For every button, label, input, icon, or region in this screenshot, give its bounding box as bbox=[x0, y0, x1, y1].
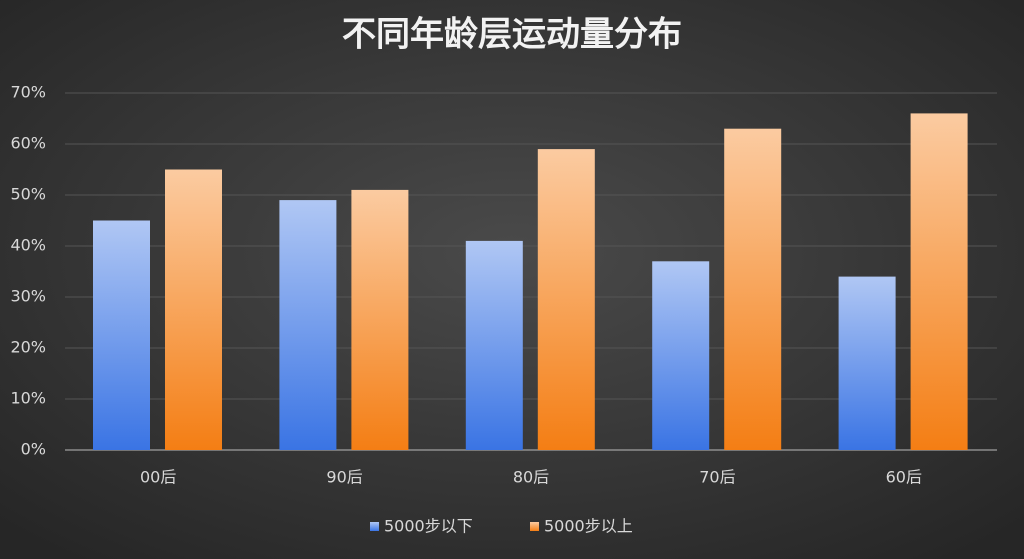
y-tick-label: 30% bbox=[10, 287, 46, 306]
y-tick-label: 0% bbox=[21, 440, 46, 459]
y-tick-label: 70% bbox=[10, 83, 46, 102]
bar bbox=[93, 220, 150, 450]
bar bbox=[537, 149, 595, 450]
x-tick-label: 00后 bbox=[140, 468, 176, 487]
bar bbox=[165, 169, 222, 450]
legend-label: 5000步以下 bbox=[384, 517, 473, 536]
y-tick-label: 60% bbox=[10, 134, 46, 153]
x-tick-label: 60后 bbox=[886, 468, 922, 487]
y-tick-label: 20% bbox=[10, 338, 46, 357]
bar bbox=[910, 113, 968, 451]
legend-swatch bbox=[370, 522, 379, 531]
bar bbox=[724, 128, 782, 450]
bar bbox=[652, 261, 710, 450]
x-tick-label: 90后 bbox=[326, 468, 362, 487]
legend-label: 5000步以上 bbox=[544, 517, 633, 536]
y-tick-label: 50% bbox=[10, 185, 46, 204]
chart-title: 不同年龄层运动量分布 bbox=[342, 15, 682, 55]
y-tick-label: 40% bbox=[10, 236, 46, 255]
bar bbox=[465, 240, 523, 450]
bar bbox=[279, 200, 337, 450]
bar bbox=[838, 276, 896, 450]
y-tick-label: 10% bbox=[10, 389, 46, 408]
legend-swatch bbox=[530, 522, 539, 531]
x-tick-label: 80后 bbox=[513, 468, 549, 487]
x-tick-label: 70后 bbox=[699, 468, 735, 487]
bar bbox=[351, 189, 409, 450]
